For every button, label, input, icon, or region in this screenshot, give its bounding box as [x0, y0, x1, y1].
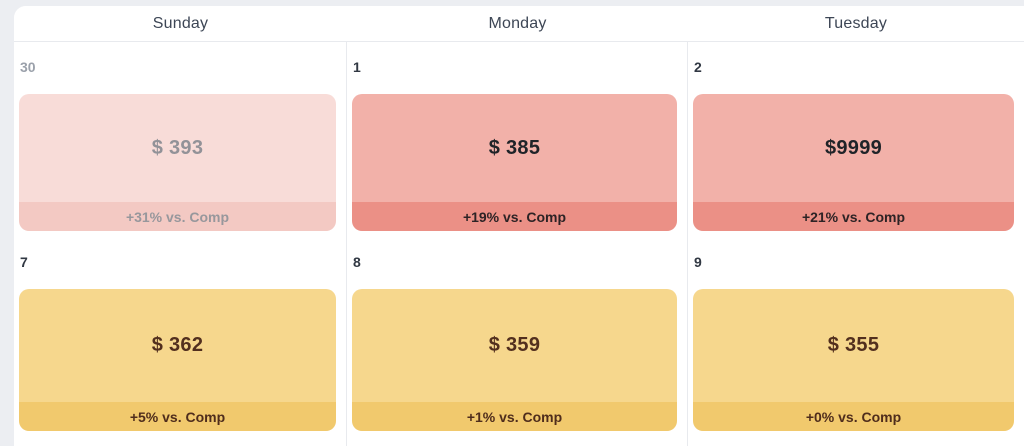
- price-card[interactable]: $ 385 +19% vs. Comp: [352, 94, 677, 231]
- comp-badge: +21% vs. Comp: [693, 202, 1014, 231]
- price-card-body: $ 355: [693, 289, 1014, 402]
- comp-badge: +5% vs. Comp: [19, 402, 336, 431]
- calendar-day-cell-30: 30 $ 393 +31% vs. Comp: [14, 42, 347, 237]
- comp-badge: +19% vs. Comp: [352, 202, 677, 231]
- comp-badge: +1% vs. Comp: [352, 402, 677, 431]
- price-value: $ 385: [488, 136, 541, 159]
- price-value: $ 362: [151, 334, 204, 356]
- day-number: 9: [694, 254, 702, 270]
- weekday-header-sunday: Sunday: [152, 14, 209, 32]
- price-card[interactable]: $ 359 +1% vs. Comp: [352, 289, 677, 431]
- price-card-body: $ 359: [352, 289, 677, 402]
- comp-badge: +0% vs. Comp: [693, 402, 1014, 431]
- calendar-day-cell-8: 8 $ 359 +1% vs. Comp: [347, 237, 688, 446]
- price-value: $ 355: [827, 334, 880, 356]
- price-card[interactable]: $ 362 +5% vs. Comp: [19, 289, 336, 431]
- day-number: 8: [353, 254, 361, 270]
- day-number: 30: [20, 59, 36, 75]
- price-card-body: $ 385: [352, 94, 677, 202]
- calendar-grid: 30 $ 393 +31% vs. Comp 1 $ 385 +19% vs. …: [14, 42, 1024, 446]
- day-number: 1: [353, 59, 361, 75]
- comp-badge: +31% vs. Comp: [19, 202, 336, 231]
- calendar-day-cell-2: 2 $9999 +21% vs. Comp: [688, 42, 1024, 237]
- day-number: 2: [694, 59, 702, 75]
- weekday-header-tuesday: Tuesday: [824, 14, 888, 32]
- price-value: $ 393: [151, 136, 204, 159]
- calendar-day-cell-9: 9 $ 355 +0% vs. Comp: [688, 237, 1024, 446]
- calendar-panel: Sunday Monday Tuesday 30 $ 393 +31% vs. …: [14, 6, 1024, 446]
- weekday-header-monday: Monday: [488, 14, 547, 32]
- price-value: $9999: [824, 136, 883, 159]
- price-card-body: $ 362: [19, 289, 336, 402]
- price-card-body: $9999: [693, 94, 1014, 202]
- calendar-day-cell-7: 7 $ 362 +5% vs. Comp: [14, 237, 347, 446]
- price-card[interactable]: $9999 +21% vs. Comp: [693, 94, 1014, 231]
- calendar-day-cell-1: 1 $ 385 +19% vs. Comp: [347, 42, 688, 237]
- price-card-body: $ 393: [19, 94, 336, 202]
- price-card[interactable]: $ 355 +0% vs. Comp: [693, 289, 1014, 431]
- price-card[interactable]: $ 393 +31% vs. Comp: [19, 94, 336, 231]
- price-value: $ 359: [488, 334, 541, 356]
- weekday-header-row: Sunday Monday Tuesday: [14, 6, 1024, 42]
- day-number: 7: [20, 254, 28, 270]
